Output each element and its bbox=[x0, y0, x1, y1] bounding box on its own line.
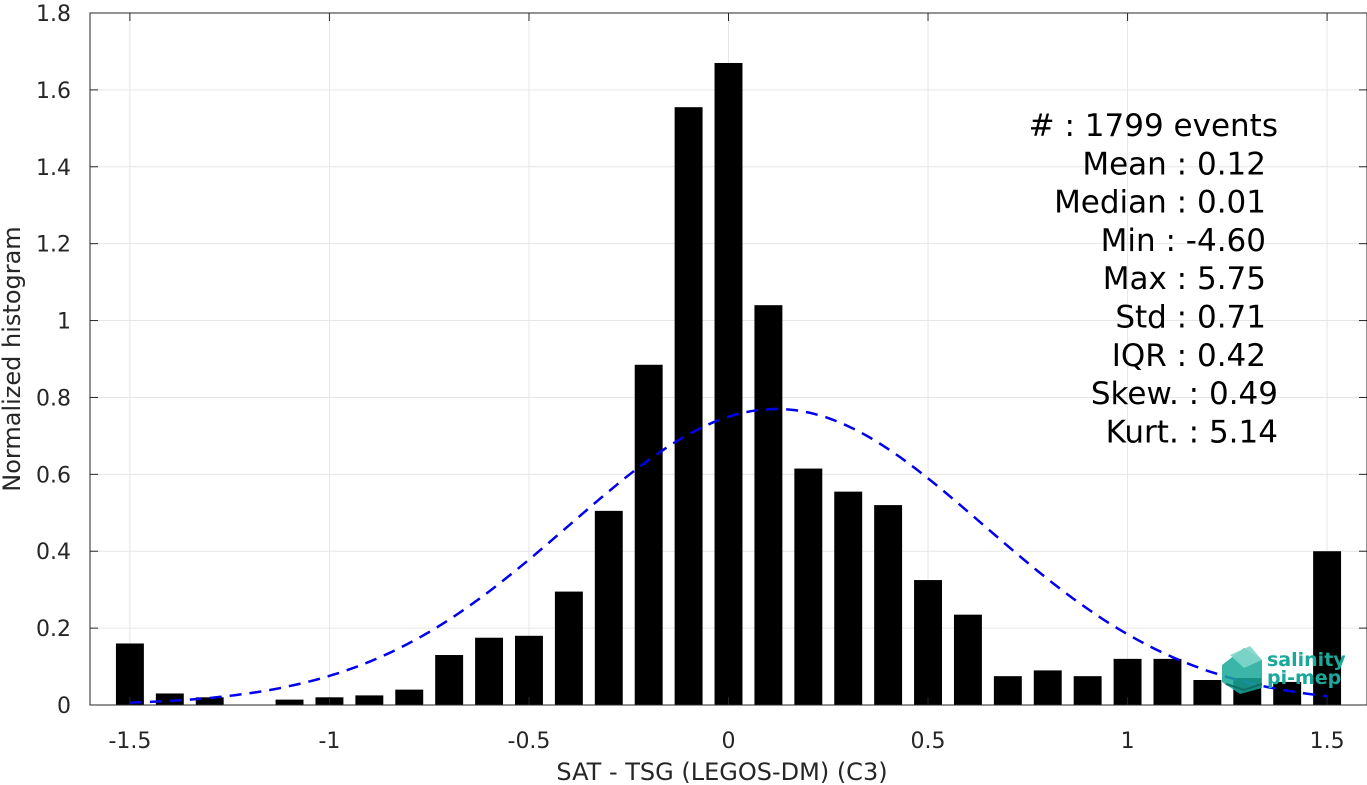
x-tick-label-4: 0.5 bbox=[911, 729, 946, 754]
x-tick-label-3: 0 bbox=[722, 729, 736, 754]
y-tick-label-1: 0.2 bbox=[36, 617, 71, 642]
histogram-bar-4 bbox=[275, 699, 304, 705]
histogram-bar-23 bbox=[1033, 670, 1062, 705]
histogram-bar-15 bbox=[714, 62, 743, 705]
histogram-bars bbox=[115, 62, 1342, 705]
histogram-bar-9 bbox=[475, 637, 504, 705]
histogram-bar-7 bbox=[395, 689, 424, 705]
histogram-bar-17 bbox=[794, 468, 823, 705]
histogram-bar-20 bbox=[914, 580, 942, 705]
histogram-bar-11 bbox=[554, 591, 583, 705]
y-tick-label-8: 1.6 bbox=[36, 79, 71, 104]
x-tick-label-1: -1 bbox=[318, 729, 340, 754]
histogram-bar-12 bbox=[594, 510, 623, 705]
histogram-bar-16 bbox=[754, 305, 783, 705]
x-axis-title: SAT - TSG (LEGOS-DM) (C3) bbox=[556, 758, 887, 785]
logo-line-2: pi-mep bbox=[1267, 667, 1341, 689]
histogram-bar-2 bbox=[195, 697, 224, 705]
histogram-bar-22 bbox=[993, 676, 1022, 705]
stat-line-4: Max : 5.75 bbox=[1103, 261, 1266, 297]
histogram-bar-21 bbox=[953, 614, 982, 705]
y-tick-label-3: 0.6 bbox=[36, 463, 71, 488]
histogram-bar-19 bbox=[874, 505, 903, 705]
histogram-bar-8 bbox=[435, 655, 464, 705]
stat-line-2: Median : 0.01 bbox=[1054, 185, 1266, 221]
y-tick-label-5: 1 bbox=[57, 310, 71, 335]
stat-line-3: Min : -4.60 bbox=[1101, 223, 1266, 259]
logo-mark-icon bbox=[1222, 646, 1263, 694]
stat-line-1: Mean : 0.12 bbox=[1082, 146, 1266, 182]
x-tick-label-6: 1.5 bbox=[1310, 729, 1345, 754]
x-tick-label-5: 1 bbox=[1121, 729, 1135, 754]
histogram-bar-0 bbox=[115, 643, 144, 705]
histogram-bar-26 bbox=[1153, 658, 1182, 705]
stat-line-6: IQR : 0.42 bbox=[1112, 338, 1266, 374]
stat-line-5: Std : 0.71 bbox=[1115, 300, 1266, 336]
histogram-bar-18 bbox=[834, 491, 863, 705]
y-axis-ticks: 0 0.2 0.4 0.6 0.8 1 1.2 1.4 1.6 1.8 bbox=[36, 2, 1367, 719]
histogram-bar-6 bbox=[355, 695, 384, 705]
histogram-bar-1 bbox=[155, 693, 184, 705]
stat-line-0: # : 1799 events bbox=[1029, 108, 1278, 144]
gaussian-fit-curve bbox=[129, 407, 1328, 704]
x-tick-label-0: -1.5 bbox=[108, 729, 151, 754]
logo-line-1: salinity bbox=[1267, 649, 1346, 671]
y-tick-label-6: 1.2 bbox=[36, 233, 71, 258]
y-tick-label-9: 1.8 bbox=[36, 2, 71, 27]
histogram-bar-30 bbox=[1313, 551, 1342, 705]
y-tick-label-2: 0.4 bbox=[36, 540, 71, 565]
salinity-pi-mep-logo: salinity pi-mep bbox=[1222, 646, 1346, 694]
y-tick-label-0: 0 bbox=[57, 694, 71, 719]
histogram-bar-29 bbox=[1273, 681, 1302, 705]
stat-line-7: Skew. : 0.49 bbox=[1091, 376, 1278, 412]
y-tick-label-7: 1.4 bbox=[36, 156, 71, 181]
y-axis-title: Normalized histogram bbox=[0, 226, 26, 491]
histogram-bar-24 bbox=[1073, 676, 1102, 705]
histogram-bar-13 bbox=[634, 364, 663, 705]
stat-line-8: Kurt. : 5.14 bbox=[1106, 414, 1278, 450]
histogram-bar-10 bbox=[515, 635, 543, 705]
x-tick-label-2: -0.5 bbox=[508, 729, 551, 754]
y-tick-label-4: 0.8 bbox=[36, 386, 71, 411]
histogram-bar-27 bbox=[1193, 680, 1222, 705]
x-axis-ticks: -1.5 -1 -0.5 0 0.5 1 1.5 bbox=[108, 13, 1345, 754]
histogram-bar-14 bbox=[674, 107, 703, 705]
